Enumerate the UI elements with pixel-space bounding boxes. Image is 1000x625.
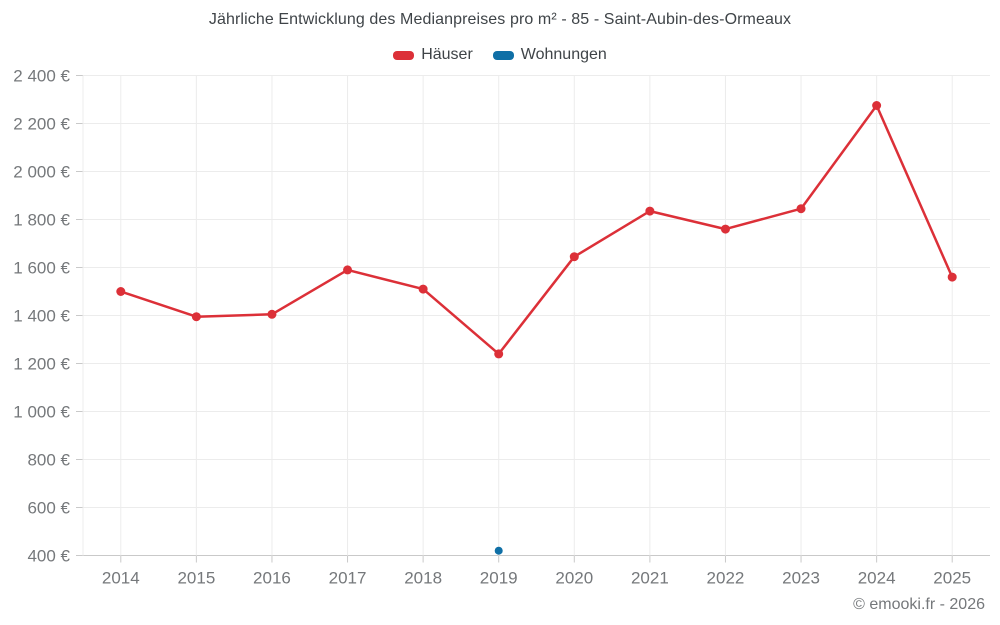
legend-swatch-haeuser-icon — [393, 50, 415, 60]
x-axis-tick-label: 2018 — [404, 569, 442, 588]
x-axis-tick-label: 2023 — [782, 569, 820, 588]
x-axis-tick-label: 2017 — [329, 569, 367, 588]
point-haeuser-2022[interactable] — [720, 224, 730, 234]
y-axis-tick-label: 1 800 € — [13, 211, 70, 230]
legend-item-haeuser[interactable]: Häuser — [393, 46, 473, 64]
legend-item-wohnungen[interactable]: Wohnungen — [492, 46, 607, 64]
series-line-haeuser — [119, 104, 954, 356]
legend-label-wohnungen: Wohnungen — [520, 46, 607, 63]
point-haeuser-2021[interactable] — [645, 206, 655, 216]
x-axis-tick-label: 2021 — [631, 569, 669, 588]
y-axis-tick-label: 2 200 € — [13, 115, 70, 134]
point-haeuser-2015[interactable] — [191, 312, 201, 322]
point-haeuser-2018[interactable] — [418, 284, 428, 294]
y-axis-tick-label: 800 € — [27, 451, 70, 470]
x-axis-tick-label: 2019 — [480, 569, 518, 588]
x-axis-tick-label: 2015 — [177, 569, 215, 588]
legend-label-haeuser: Häuser — [421, 46, 473, 63]
chart-title: Jährliche Entwicklung des Medianpreises … — [208, 11, 792, 28]
point-haeuser-2024[interactable] — [872, 101, 882, 110]
point-haeuser-2014[interactable] — [116, 287, 126, 296]
point-haeuser-2016[interactable] — [267, 309, 277, 319]
y-axis-tick-label: 1 400 € — [13, 307, 70, 326]
y-axis-tick-label: 1 200 € — [13, 355, 70, 374]
point-haeuser-2017[interactable] — [343, 265, 353, 275]
copyright-credit: © emooki.fr - 2026 — [853, 596, 985, 613]
x-axis-tick-label: 2020 — [555, 569, 593, 588]
y-axis-tick-label: 1 000 € — [13, 403, 70, 422]
y-axis-tick-label: 2 400 € — [13, 67, 70, 86]
point-haeuser-2019[interactable] — [494, 349, 504, 359]
x-axis-tick-label: 2025 — [933, 569, 971, 588]
y-axis-tick-label: 400 € — [27, 547, 70, 566]
point-haeuser-2023[interactable] — [796, 204, 806, 214]
point-wohnungen-2019[interactable] — [494, 546, 503, 555]
y-axis-tick-label: 1 600 € — [13, 259, 70, 278]
x-axis-tick-label: 2016 — [253, 569, 291, 588]
y-axis-tick-label: 600 € — [27, 499, 70, 518]
x-axis-tick-label: 2014 — [102, 569, 140, 588]
x-axis-tick-label: 2022 — [707, 569, 745, 588]
y-axis-tick-label: 2 000 € — [13, 163, 70, 182]
chart-legend: Häuser Wohnungen — [0, 46, 1000, 64]
point-haeuser-2020[interactable] — [569, 252, 579, 262]
legend-swatch-wohnungen-icon — [492, 50, 514, 60]
x-axis-tick-label: 2024 — [858, 569, 896, 588]
point-haeuser-2025[interactable] — [947, 272, 957, 282]
